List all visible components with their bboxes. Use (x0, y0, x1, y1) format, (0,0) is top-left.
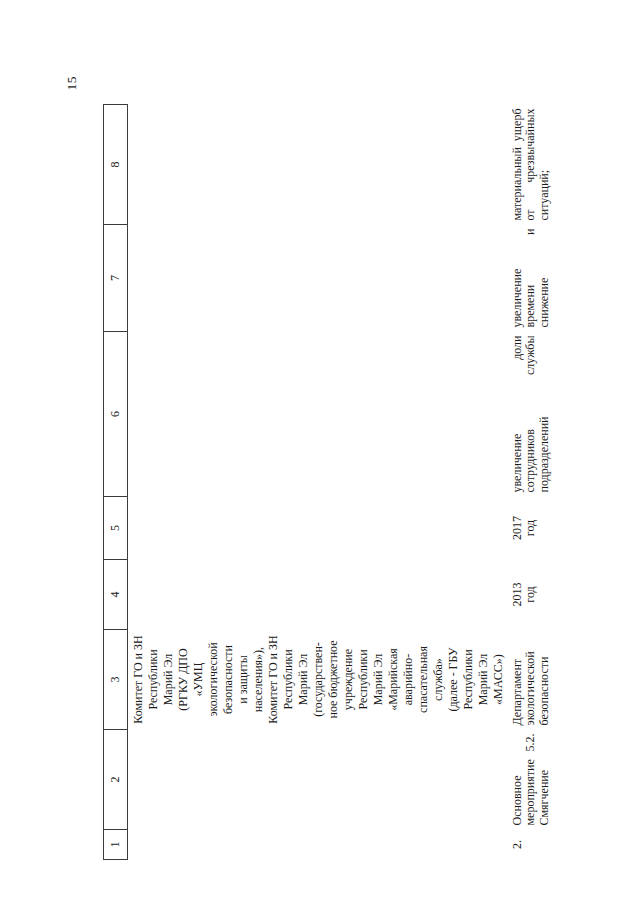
text-line: Марий Эл (296, 634, 311, 726)
empty-cell (128, 497, 509, 560)
header-cell-7: 7 (104, 225, 128, 332)
text-line: материальный ущерб (511, 109, 524, 221)
cell-executor-continuation: Комитет ГО и ЗНРеспубликиМарий Эл(РГКУ Д… (128, 630, 509, 730)
text-line: Комитет ГО и ЗН (131, 634, 146, 726)
text-line: учреждение (341, 634, 356, 726)
text-line: экологической (524, 634, 537, 726)
cell-consequences: увеличениевремени иснижение (508, 225, 553, 332)
text-segment: материальный (511, 147, 524, 220)
text-line: год (524, 564, 537, 626)
text-line: Комитет ГО и ЗН (266, 634, 281, 726)
text-segment: 5.2. (524, 734, 537, 752)
text-line: Смягчение (538, 734, 551, 826)
header-cell-5: 5 (104, 497, 128, 560)
text-line: снижение (538, 229, 551, 328)
empty-cell (128, 730, 509, 830)
empty-cell (128, 560, 509, 630)
text-line: мероприятие 5.2. (524, 734, 537, 826)
text-line: «МАСС») (491, 634, 506, 726)
cell-executor: Департаментэкологическойбезопасности (508, 630, 553, 730)
text-line: год (524, 501, 537, 556)
document-page: 15 1 2 3 4 5 6 7 8 Комитет ГО и ЗНРеспуб (0, 0, 640, 904)
cell-expected-result: увеличение доли сотрудников службыподраздел… (508, 332, 553, 497)
text-segment: мероприятие (524, 759, 537, 825)
text-segment: сотрудников (524, 429, 537, 492)
table-row-main: 2. Основноемероприятие 5.2.Смягчение Депа… (508, 105, 553, 860)
header-cell-2: 2 (104, 730, 128, 830)
text-line: спасательная (416, 634, 431, 726)
text-line: ное бюджетное (326, 634, 341, 726)
table-header-row: 1 2 3 4 5 6 7 8 (104, 105, 128, 860)
text-line: подразделений (538, 336, 551, 493)
text-line: 2013 (511, 564, 524, 626)
text-segment: от (524, 209, 537, 220)
cell-indicator-link: материальный ущерб от чрезвычайныхситуаций; (508, 105, 553, 225)
text-line: аварийно- (401, 634, 416, 726)
text-segment: и (524, 229, 537, 235)
text-line: Республики (461, 634, 476, 726)
text-line: населения»), (251, 634, 266, 726)
text-line: ситуаций; (538, 109, 551, 221)
text-line: безопасности (538, 634, 551, 726)
cell-row-number: 2. (508, 830, 553, 860)
text-segment: службы (524, 336, 537, 375)
text-line: Марий Эл (371, 634, 386, 726)
empty-cell (128, 332, 509, 497)
header-cell-3: 3 (104, 630, 128, 730)
text-line: безопасности (221, 634, 236, 726)
text-line: Республики (356, 634, 371, 726)
cell-start-year: 2013год (508, 560, 553, 630)
header-cell-8: 8 (104, 105, 128, 225)
text-line: увеличение доли (511, 336, 524, 493)
text-line: «УМЦ (191, 634, 206, 726)
page-number: 15 (64, 76, 80, 91)
text-line: Марий Эл (161, 634, 176, 726)
cell-end-year: 2017год (508, 497, 553, 560)
empty-cell (128, 225, 509, 332)
empty-cell (128, 830, 509, 860)
header-cell-1: 1 (104, 830, 128, 860)
landscape-sheet: 15 1 2 3 4 5 6 7 8 Комитет ГО и ЗНРеспуб (0, 0, 640, 904)
text-line: увеличение (511, 229, 524, 328)
text-segment: увеличение (511, 434, 524, 493)
text-line: от чрезвычайных (524, 109, 537, 221)
text-line: 2. (511, 834, 524, 856)
text-line: «Марийская (386, 634, 401, 726)
text-segment: доли (511, 336, 524, 360)
program-table: 1 2 3 4 5 6 7 8 Комитет ГО и ЗНРеспублик… (103, 104, 553, 860)
text-segment: времени (524, 285, 537, 328)
text-segment: ущерб (511, 109, 524, 142)
text-line: сотрудников службы (524, 336, 537, 493)
text-line: (далее - ГБУ (446, 634, 461, 726)
text-line: (государствен- (311, 634, 326, 726)
text-line: Марий Эл (476, 634, 491, 726)
header-cell-6: 6 (104, 332, 128, 497)
text-line: Департамент (511, 634, 524, 726)
cell-activity-name: Основноемероприятие 5.2.Смягчение (508, 730, 553, 830)
text-line: времени и (524, 229, 537, 328)
text-line: служба» (431, 634, 446, 726)
text-line: (РГКУ ДПО (176, 634, 191, 726)
text-line: и защиты (236, 634, 251, 726)
text-segment: чрезвычайных (524, 109, 537, 183)
text-line: Республики (281, 634, 296, 726)
header-cell-4: 4 (104, 560, 128, 630)
text-line: 2017 (511, 501, 524, 556)
text-line: Основное (511, 734, 524, 826)
table-row-continuation: Комитет ГО и ЗНРеспубликиМарий Эл(РГКУ Д… (128, 105, 509, 860)
text-line: Республики (146, 634, 161, 726)
text-line: экологической (206, 634, 221, 726)
empty-cell (128, 105, 509, 225)
